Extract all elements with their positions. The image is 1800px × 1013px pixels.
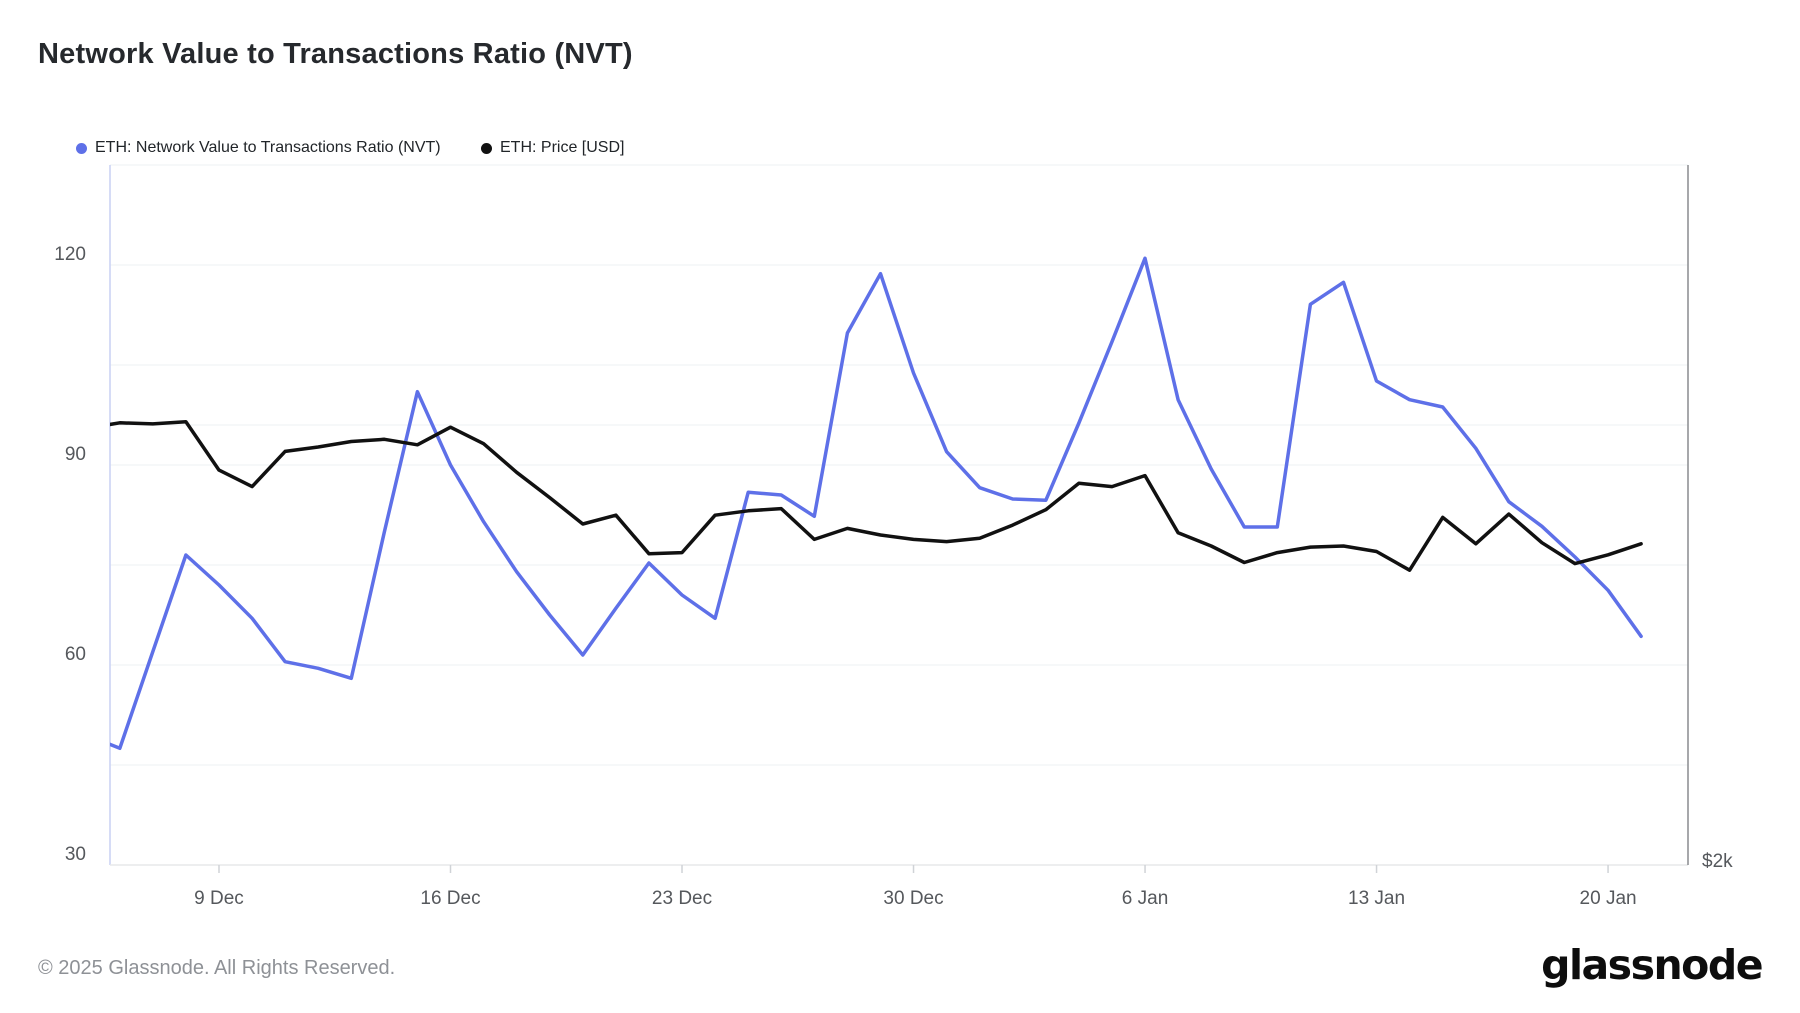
legend-label-price: ETH: Price [USD] — [500, 139, 625, 156]
chart-legend: ETH: Network Value to Transactions Ratio… — [0, 139, 1800, 161]
copyright-text: © 2025 Glassnode. All Rights Reserved. — [38, 957, 396, 979]
x-tick-label: 20 Jan — [1580, 888, 1637, 909]
y-tick-label: 60 — [65, 644, 86, 665]
plot-area[interactable] — [110, 165, 1688, 865]
gridlines — [110, 164, 1688, 766]
x-tick-label: 16 Dec — [420, 888, 480, 909]
x-tick-label: 30 Dec — [883, 888, 943, 909]
glassnode-logo: glassnode — [1541, 941, 1763, 989]
x-tick-label: 6 Jan — [1122, 888, 1168, 909]
axis-lines — [109, 165, 1689, 866]
x-tick-label: 13 Jan — [1348, 888, 1405, 909]
nvt-line[interactable] — [87, 256, 1643, 751]
page-title: Network Value to Transactions Ratio (NVT… — [38, 38, 633, 70]
x-tick-label: 23 Dec — [652, 888, 712, 909]
legend-item-price[interactable]: ETH: Price [USD] — [481, 139, 624, 157]
y-tick-label: 30 — [65, 844, 86, 865]
x-tick-label: 9 Dec — [194, 888, 244, 909]
y-axis-right: $2k — [1702, 851, 1733, 872]
nvt-series-dot-icon — [76, 142, 87, 154]
legend-item-nvt[interactable]: ETH: Network Value to Transactions Ratio… — [76, 139, 441, 157]
y-axis-left: 30 60 90 120 — [54, 244, 86, 865]
y-tick-label: 120 — [54, 244, 86, 265]
legend-label-nvt: ETH: Network Value to Transactions Ratio… — [95, 139, 441, 156]
price-series-dot-icon — [481, 142, 492, 154]
x-axis: 9 Dec 16 Dec 23 Dec 30 Dec 6 Jan 13 Jan 20 Jan — [194, 865, 1637, 909]
right-axis-tick-label: $2k — [1702, 851, 1733, 872]
y-tick-label: 90 — [65, 444, 86, 465]
price-line[interactable] — [87, 419, 1643, 572]
